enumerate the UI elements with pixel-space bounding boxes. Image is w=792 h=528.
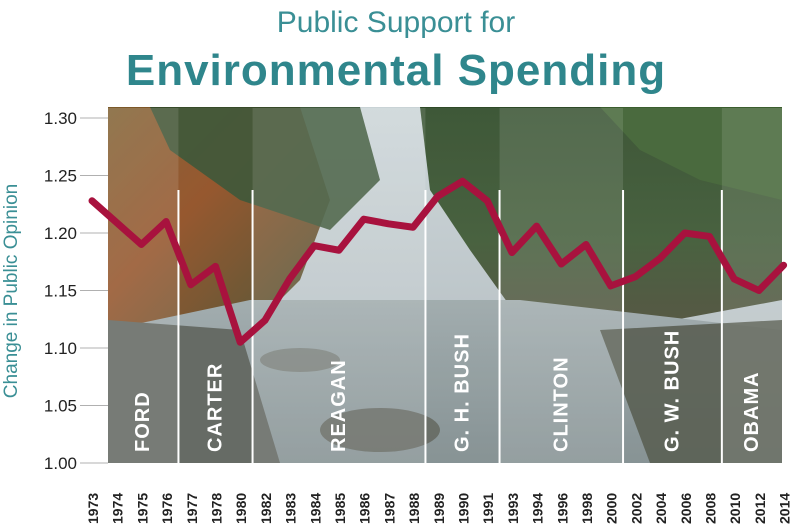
president-label: OBAMA [741, 371, 763, 452]
x-tick-label: 2008 [703, 493, 719, 524]
x-tick-label: 1993 [505, 493, 521, 524]
x-tick-label: 2010 [727, 493, 743, 524]
x-tick-label: 1988 [406, 493, 422, 524]
x-tick-label: 1974 [110, 493, 126, 524]
president-band [499, 108, 624, 463]
x-tick-label: 1980 [233, 493, 249, 524]
x-tick-label: 1975 [134, 493, 150, 524]
x-tick-label: 1991 [480, 493, 496, 524]
x-tick-label: 2012 [752, 493, 768, 524]
x-tick-label: 1982 [258, 493, 274, 524]
x-tick-label: 1984 [307, 493, 323, 524]
president-label: CLINTON [550, 356, 572, 452]
president-band [425, 108, 500, 463]
y-tick-label: 1.20 [44, 224, 77, 243]
president-label: CARTER [205, 363, 227, 452]
x-tick-label: 1989 [431, 493, 447, 524]
x-tick-label: 1976 [159, 493, 175, 524]
x-tick-label: 1987 [381, 493, 397, 524]
x-tick-label: 1983 [283, 493, 299, 524]
x-tick-label: 1985 [332, 493, 348, 524]
president-band [623, 108, 722, 463]
y-tick-label: 1.10 [44, 339, 77, 358]
x-tick-label: 1994 [530, 493, 546, 524]
president-band [252, 108, 426, 463]
x-tick-label: 2000 [604, 493, 620, 524]
x-tick-label: 2002 [628, 493, 644, 524]
x-tick-label: 1986 [357, 493, 373, 524]
x-tick-label: 1977 [184, 493, 200, 524]
president-band [108, 108, 179, 463]
y-tick-label: 1.30 [44, 109, 77, 128]
y-tick-label: 1.25 [44, 167, 77, 186]
president-label: G. H. BUSH [452, 333, 474, 452]
president-label: FORD [132, 391, 154, 452]
y-tick-label: 1.05 [44, 397, 77, 416]
x-tick-label: 2006 [678, 493, 694, 524]
chart-title: Public Support for [276, 6, 516, 39]
x-tick-label: 1990 [456, 493, 472, 524]
y-tick-label: 1.15 [44, 282, 77, 301]
y-tick-label: 1.00 [44, 454, 77, 473]
x-tick-label: 2014 [777, 493, 792, 524]
x-tick-label: 1998 [579, 493, 595, 524]
president-label: REAGAN [328, 359, 350, 452]
chart-subtitle: Environmental Spending [125, 46, 667, 95]
president-label: G. W. BUSH [661, 330, 683, 452]
forest-river-background [108, 107, 782, 463]
x-tick-label: 1978 [209, 493, 225, 524]
x-tick-label: 1996 [554, 493, 570, 524]
x-tick-label: 2004 [653, 493, 669, 524]
x-tick-label: 1973 [85, 493, 101, 524]
